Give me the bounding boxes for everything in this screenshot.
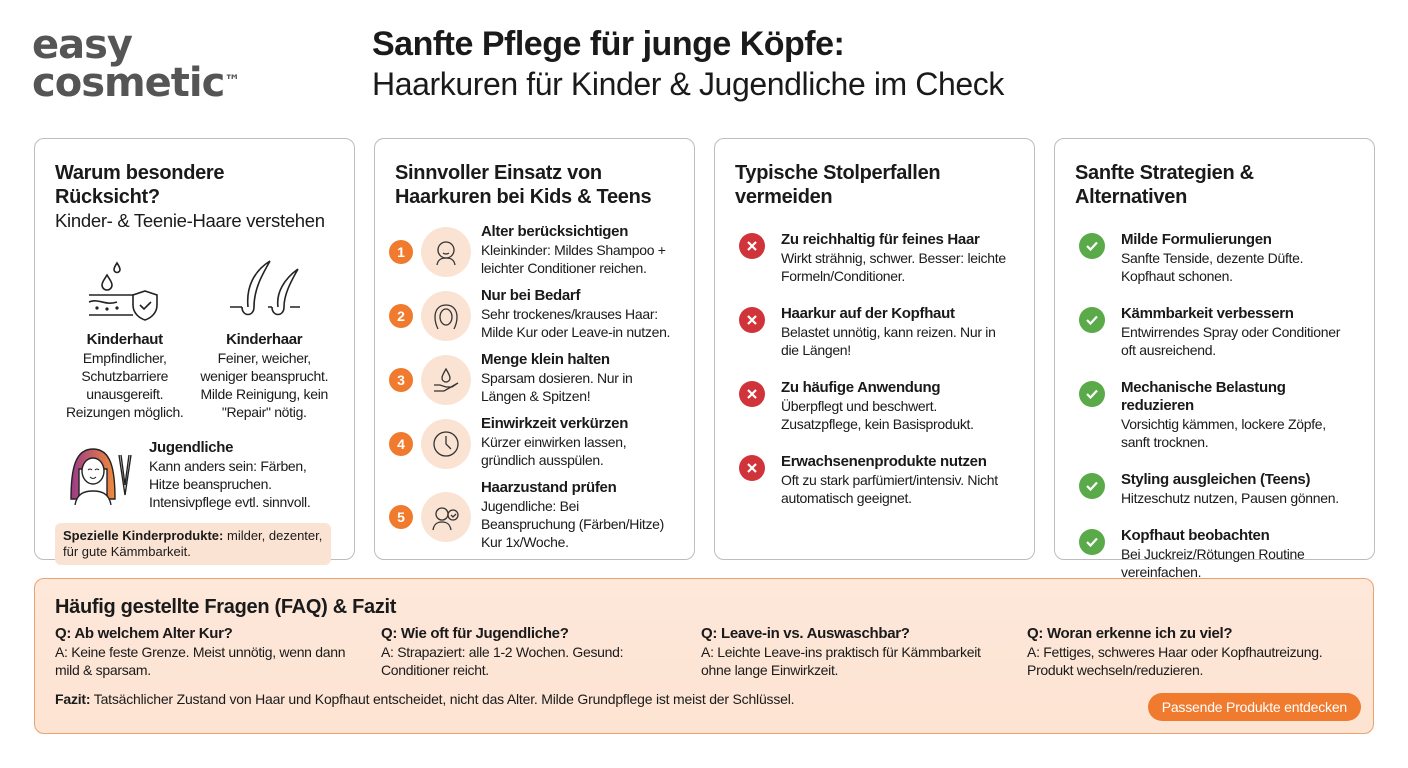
faq-title: Häufig gestellte Fragen (FAQ) & Fazit bbox=[55, 596, 397, 618]
frizzy-hair-icon bbox=[421, 291, 471, 341]
step-number: 1 bbox=[389, 240, 413, 264]
card-title: Typische Stolperfallen vermeiden bbox=[735, 162, 941, 208]
info-note: Spezielle Kinderprodukte: milder, dezent… bbox=[55, 523, 331, 565]
hair-follicle-icon bbox=[230, 260, 301, 316]
x-circle-icon bbox=[739, 307, 765, 333]
discover-products-button[interactable]: Passende Produkte entdecken bbox=[1147, 693, 1361, 721]
hand-drop-icon bbox=[421, 355, 471, 405]
list-item: Zu reichhaltig für feines Haar Wirkt strä… bbox=[735, 231, 1014, 285]
check-circle-icon bbox=[1079, 381, 1105, 407]
page-subtitle: Haarkuren für Kinder & Jugendliche im Ch… bbox=[372, 66, 1005, 102]
step-number: 5 bbox=[389, 505, 413, 529]
list-item: Kopfhaut beobachten Bei Juckreiz/Rötungen… bbox=[1075, 527, 1354, 581]
header: Sanfte Pflege für junge Köpfe: Haarkuren… bbox=[372, 24, 1004, 104]
faq-item: Q: Woran erkenne ich zu viel? A: Fettiges… bbox=[1027, 625, 1323, 678]
list-item: Zu häufige Anwendung Überpflegt und besch… bbox=[735, 379, 1014, 433]
x-circle-icon bbox=[739, 381, 765, 407]
teen-girl-straightener-icon bbox=[70, 448, 132, 505]
card-title: Sanfte Strategien & Alternativen bbox=[1075, 162, 1254, 208]
card-why: Warum besondere Rücksicht? Kinder- & Tee… bbox=[34, 138, 355, 565]
step-item: 1 Alter berücksichtigen Kleinkinder: Milde… bbox=[389, 223, 674, 277]
step-item: 3 Menge klein halten Sparsam dosieren. Nur… bbox=[389, 351, 674, 405]
card-usage: Sinnvoller Einsatz von Haarkuren bei Kid… bbox=[374, 138, 695, 560]
x-circle-icon bbox=[739, 455, 765, 481]
check-circle-icon bbox=[1079, 233, 1105, 259]
list-item: Kämmbarkeit verbessern Entwirrendes Spray… bbox=[1075, 305, 1354, 359]
check-circle-icon bbox=[1079, 473, 1105, 499]
list-item: Mechanische Belastung reduzieren Vorsicht… bbox=[1075, 379, 1354, 451]
conclusion: Fazit: Tatsächlicher Zustand von Haar un… bbox=[55, 691, 795, 707]
faq-item: Q: Leave-in vs. Auswaschbar? A: Leichte L… bbox=[701, 625, 981, 678]
list-item: Erwachsenenprodukte nutzen Oft zu stark p… bbox=[735, 453, 1014, 507]
list-item: Milde Formulierungen Sanfte Tenside, deze… bbox=[1075, 231, 1354, 285]
list-item: Styling ausgleichen (Teens) Hitzeschutz n… bbox=[1075, 471, 1354, 507]
card-title: Warum besondere Rücksicht? bbox=[55, 162, 225, 208]
logo: easy cosmetic™ bbox=[32, 22, 241, 106]
step-item: 4 Einwirkzeit verkürzen Kürzer einwirken l… bbox=[389, 415, 674, 469]
step-item: 2 Nur bei Bedarf Sehr trockenes/krauses Ha… bbox=[389, 287, 674, 341]
hair-block: Kinderhaar Feiner, weicher, weniger bean… bbox=[195, 255, 335, 421]
clock-icon bbox=[421, 419, 471, 469]
card-subtitle: Kinder- & Teenie-Haare verstehen bbox=[55, 210, 325, 231]
check-circle-icon bbox=[1079, 529, 1105, 555]
card-strategies: Sanfte Strategien & Alternativen Milde F… bbox=[1054, 138, 1375, 580]
teen-block: Jugendliche Kann anders sein: Färben, Hi… bbox=[55, 439, 334, 511]
card-pitfalls: Typische Stolperfallen vermeiden Zu reic… bbox=[714, 138, 1035, 560]
step-number: 3 bbox=[389, 368, 413, 392]
check-circle-icon bbox=[1079, 307, 1105, 333]
faq-item: Q: Wie oft für Jugendliche? A: Strapazier… bbox=[380, 625, 624, 678]
faq-section: Häufig gestellte Fragen (FAQ) & Fazit Q:… bbox=[34, 578, 1374, 734]
baby-icon bbox=[421, 227, 471, 277]
person-check-icon bbox=[421, 492, 471, 542]
faq-item: Q: Ab welchem Alter Kur? A: Keine feste G… bbox=[55, 625, 346, 678]
card-title: Sinnvoller Einsatz von Haarkuren bei Kid… bbox=[395, 162, 652, 208]
step-item: 5 Haarzustand prüfen Jugendliche: Bei Bean… bbox=[389, 479, 674, 551]
list-item: Haarkur auf der Kopfhaut Belastet unnötig… bbox=[735, 305, 1014, 359]
skin-shield-icon bbox=[88, 261, 158, 321]
skin-block: Kinderhaut Empfindlicher, Schutzbarriere… bbox=[55, 255, 195, 421]
step-number: 2 bbox=[389, 304, 413, 328]
step-number: 4 bbox=[389, 432, 413, 456]
page-title: Sanfte Pflege für junge Köpfe: bbox=[372, 25, 845, 63]
x-circle-icon bbox=[739, 233, 765, 259]
